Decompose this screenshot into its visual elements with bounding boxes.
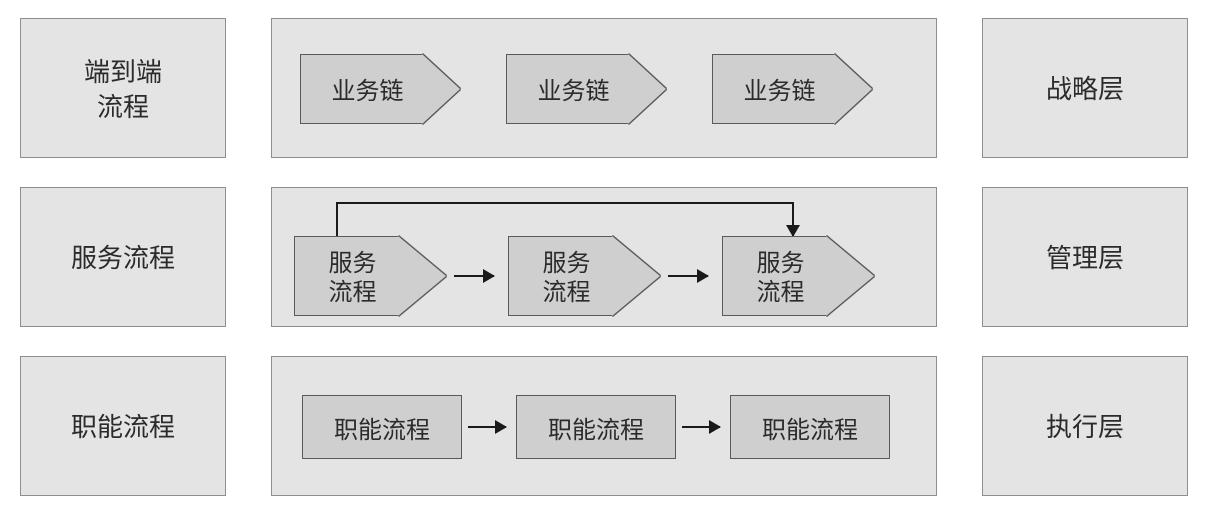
row2-mid-inner: 服务 流程 服务 流程 服务 流程 — [272, 188, 936, 326]
row2-pent-2-label: 服务 流程 — [757, 247, 805, 305]
row2-feedback-top — [336, 202, 792, 204]
row-2: 服务流程 服务 流程 服务 流程 服务 流程 — [20, 187, 1188, 327]
row2-left-label: 服务流程 — [71, 239, 175, 274]
row3-box-1: 职能流程 — [516, 395, 676, 459]
row1-left-panel: 端到端 流程 — [20, 18, 226, 158]
row1-pent-0-label: 业务链 — [332, 75, 404, 104]
row-3: 职能流程 职能流程 职能流程 职能流程 执行层 — [20, 356, 1188, 496]
row-1: 端到端 流程 业务链 业务链 业务链 战略层 — [20, 18, 1188, 158]
row3-left-label: 职能流程 — [71, 408, 175, 443]
row2-arrow-1 — [668, 275, 708, 277]
row3-left-panel: 职能流程 — [20, 356, 226, 496]
row3-box-0: 职能流程 — [302, 395, 462, 459]
row3-box-2: 职能流程 — [730, 395, 890, 459]
row1-left-label: 端到端 流程 — [84, 53, 162, 123]
row2-pent-1: 服务 流程 — [508, 236, 660, 316]
row2-pent-0: 服务 流程 — [294, 236, 446, 316]
row1-pent-0: 业务链 — [300, 54, 460, 124]
row2-arrow-0 — [454, 275, 494, 277]
row3-arrow-1 — [682, 426, 720, 428]
row3-arrow-0 — [468, 426, 506, 428]
row2-right-panel: 管理层 — [982, 187, 1188, 327]
row1-right-panel: 战略层 — [982, 18, 1188, 158]
row2-pent-1-label: 服务 流程 — [543, 247, 591, 305]
row3-mid-inner: 职能流程 职能流程 职能流程 — [272, 357, 936, 495]
row1-mid-panel: 业务链 业务链 业务链 — [271, 18, 937, 158]
row3-box-0-label: 职能流程 — [334, 410, 430, 445]
row1-pent-2: 业务链 — [712, 54, 872, 124]
row2-pent-0-label: 服务 流程 — [329, 247, 377, 305]
row2-feedback-up — [336, 202, 338, 236]
row3-box-2-label: 职能流程 — [762, 410, 858, 445]
row3-right-label: 执行层 — [1046, 408, 1124, 443]
row1-pent-1-label: 业务链 — [538, 75, 610, 104]
row1-pent-1: 业务链 — [506, 54, 666, 124]
row2-mid-panel: 服务 流程 服务 流程 服务 流程 — [271, 187, 937, 327]
row1-pent-2-label: 业务链 — [744, 75, 816, 104]
row3-right-panel: 执行层 — [982, 356, 1188, 496]
row3-box-1-label: 职能流程 — [548, 410, 644, 445]
diagram-canvas: 端到端 流程 业务链 业务链 业务链 战略层 — [0, 0, 1208, 514]
row2-pent-2: 服务 流程 — [722, 236, 874, 316]
row1-mid-inner: 业务链 业务链 业务链 — [272, 19, 936, 157]
row2-feedback-down — [792, 202, 794, 236]
row2-left-panel: 服务流程 — [20, 187, 226, 327]
row1-right-label: 战略层 — [1046, 70, 1124, 105]
row3-mid-panel: 职能流程 职能流程 职能流程 — [271, 356, 937, 496]
row2-right-label: 管理层 — [1046, 239, 1124, 274]
